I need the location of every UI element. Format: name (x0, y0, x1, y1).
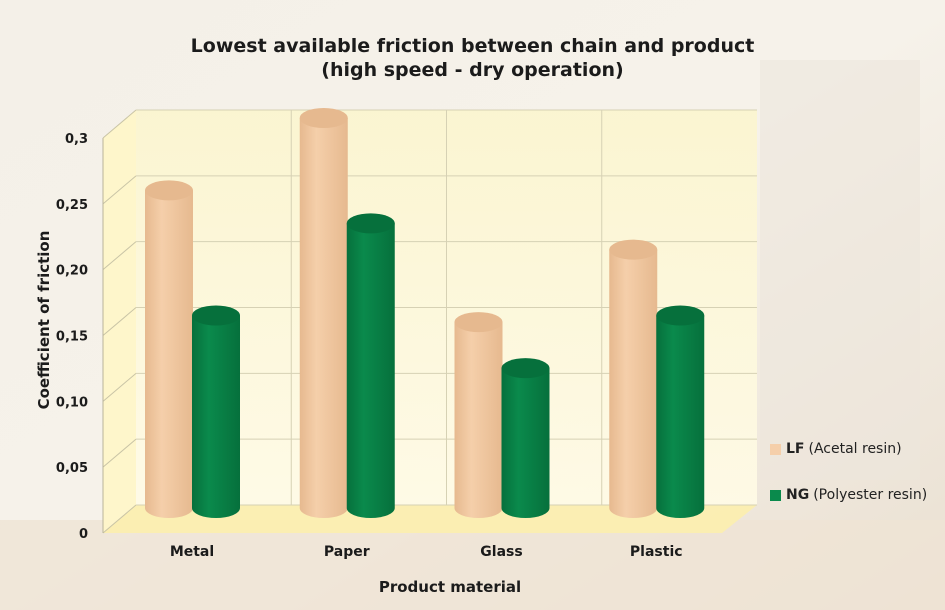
bar-ng-paper (346, 223, 395, 519)
bar-lf-paper-top (299, 108, 348, 128)
y-tick-label: 0,20 (56, 264, 88, 279)
legend-desc-lf: (Acetal resin) (808, 441, 902, 457)
bar-ng-glass (501, 368, 550, 518)
bar-ng-plastic (656, 315, 705, 518)
x-axis-title: Product material (379, 578, 521, 596)
y-tick-label: 0,25 (56, 198, 88, 213)
y-tick-label: 0,05 (56, 461, 88, 476)
y-tick-label: 0 (79, 527, 88, 542)
x-tick-label: Plastic (630, 544, 683, 560)
bar-lf-metal (145, 190, 193, 518)
chart-title-line1: Lowest available friction between chain … (190, 35, 755, 57)
legend-label-lf: LF (786, 441, 805, 457)
floor (103, 505, 757, 533)
x-tick-label: Metal (170, 544, 214, 560)
legend-swatch-ng (770, 489, 781, 501)
legend-desc-ng: (Polyester resin) (813, 487, 928, 503)
y-tick-label: 0,15 (56, 330, 88, 345)
legend: LF (Acetal resin) NG (Polyester resin) (770, 438, 927, 530)
gridline-side (102, 175, 137, 205)
gridline-side (102, 438, 137, 468)
y-tick-label: 0,3 (65, 132, 88, 147)
gridline-side (102, 307, 137, 336)
legend-item-lf: LF (Acetal resin) (770, 438, 927, 460)
gridline-side (102, 504, 137, 534)
chart-title: Lowest available friction between chain … (0, 34, 945, 82)
bar-lf-paper (299, 118, 348, 518)
bar-lf-glass-top (454, 312, 503, 333)
x-tick-label: Paper (324, 544, 370, 560)
legend-swatch-lf (770, 443, 781, 455)
bar-ng-metal (192, 315, 240, 518)
bar-lf-glass (454, 322, 503, 518)
x-tick-label: Glass (480, 544, 522, 560)
bar-lf-plastic-top (609, 239, 658, 260)
legend-item-ng: NG (Polyester resin) (770, 484, 927, 506)
bar-ng-paper-top (346, 213, 395, 234)
bar-ng-metal-top (192, 305, 240, 326)
bar-ng-glass-top (501, 358, 550, 379)
legend-label-ng: NG (786, 487, 810, 503)
bar-ng-plastic-top (656, 305, 705, 326)
y-axis-title: Coefficient of friction (35, 231, 53, 410)
gridline-side (102, 241, 137, 271)
bar-lf-plastic (609, 249, 658, 518)
y-tick-label: 0,10 (56, 395, 88, 410)
gridline-side (102, 109, 137, 139)
gridline-side (102, 372, 137, 402)
bar-lf-metal-top (145, 180, 193, 201)
chart-title-line2: (high speed - dry operation) (321, 59, 624, 81)
